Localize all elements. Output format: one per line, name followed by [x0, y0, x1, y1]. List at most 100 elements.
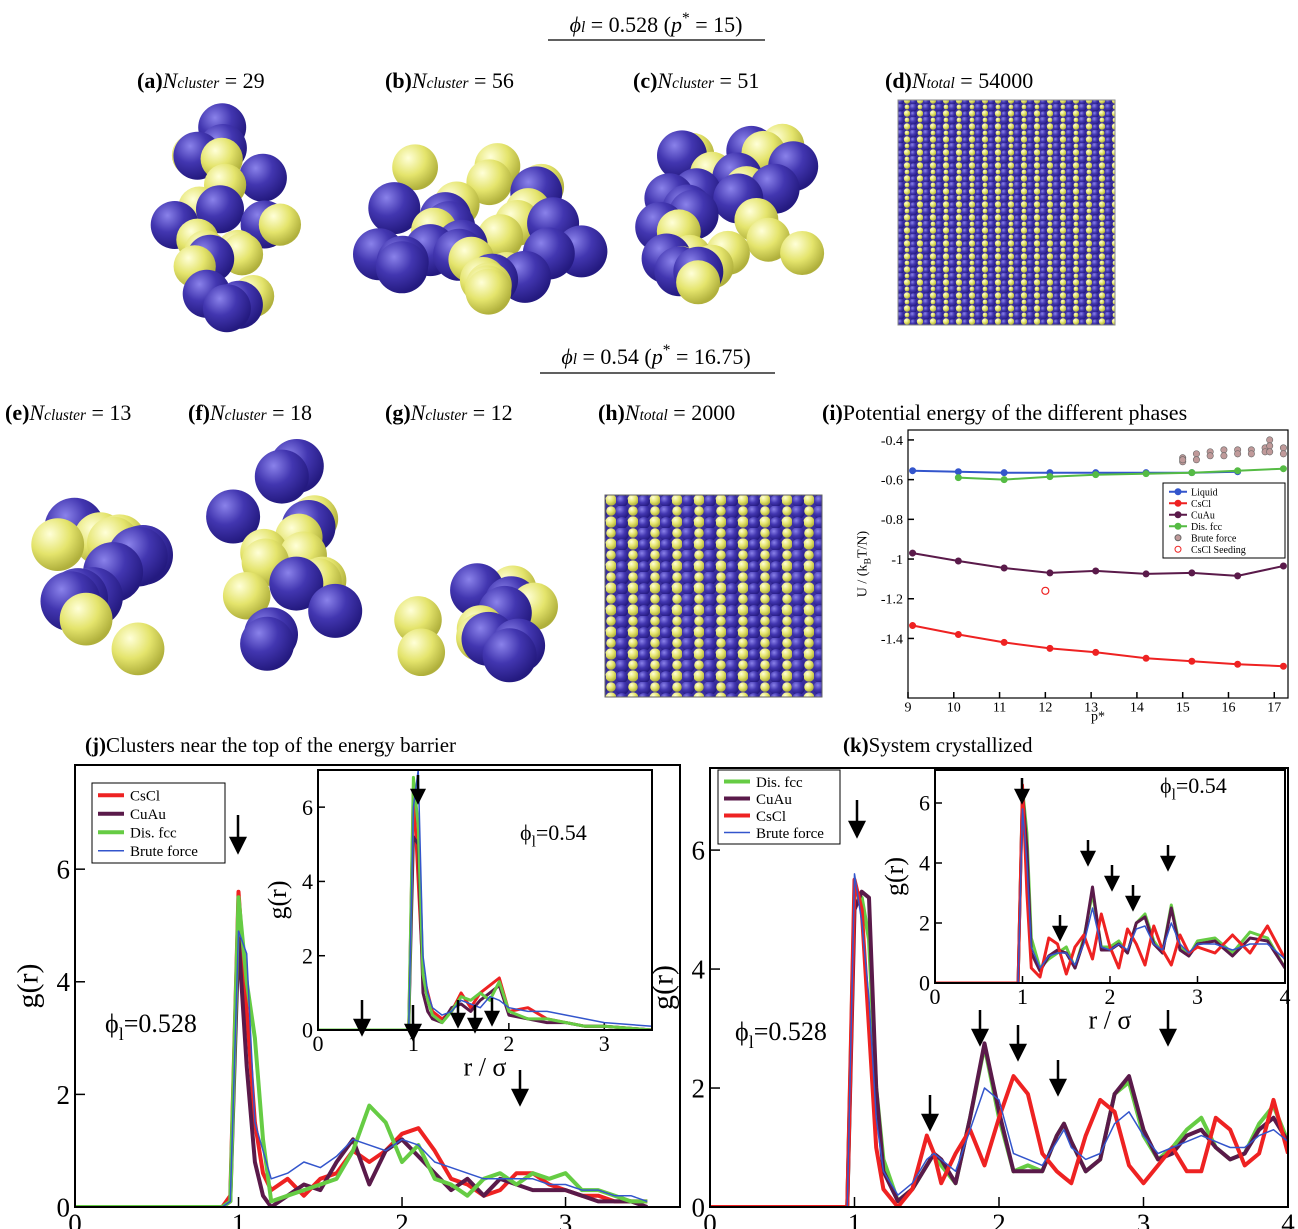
annotation: ϕl=0.528 [735, 1017, 827, 1052]
y-tick-label: 6 [302, 795, 313, 820]
data-point [1279, 662, 1287, 670]
y-tick-label: 0 [692, 1192, 706, 1222]
section-title-part: ϕ [570, 12, 581, 37]
x-tick-label: 2 [1105, 984, 1116, 1009]
legend-marker [1174, 534, 1182, 542]
particle [111, 622, 165, 676]
y-axis-label: g(r) [11, 964, 44, 1009]
x-tick-label: 3 [1137, 1209, 1151, 1229]
particle [254, 449, 309, 504]
series-group [318, 770, 652, 1030]
y-tick-label: -0.6 [881, 474, 903, 489]
panel-caption-part: = 56 [468, 68, 513, 93]
legend-label: Brute force [1191, 533, 1237, 544]
annotation-part: ϕ [105, 1009, 119, 1038]
x-tick-label: 1 [848, 1209, 862, 1229]
y-tick-label: 0 [302, 1018, 313, 1043]
y-tick-label: 0 [57, 1192, 71, 1222]
particle [240, 616, 295, 671]
annotation-part: =0.54 [1176, 773, 1227, 798]
data-point [954, 474, 962, 482]
data-point [1266, 448, 1274, 456]
chart: 0 1 2 3 4 0 2 4 6 r / σ g(r) ϕl=0.54 [880, 769, 1291, 1034]
data-point [1279, 465, 1287, 473]
legend-label: Liquid [1191, 487, 1218, 498]
y-axis-label-part: T/N) [855, 530, 870, 558]
panel-caption: (f)Ncluster = 18 [188, 400, 312, 425]
x-tick-label: 17 [1267, 700, 1281, 715]
y-tick-label: -1 [891, 553, 903, 568]
data-point [909, 622, 917, 630]
series-group [75, 889, 648, 1207]
y-axis-label: U / (kBT/N) [855, 530, 873, 597]
x-tick-label: 1 [408, 1031, 419, 1056]
data-point [909, 549, 917, 557]
particle [59, 592, 113, 646]
data-point [1046, 644, 1054, 652]
data-point [1000, 469, 1008, 477]
data-point [1234, 450, 1242, 458]
section-title-part: l [573, 351, 577, 368]
legend-label: CuAu [1191, 510, 1215, 521]
plot-frame [317, 769, 653, 1031]
annotation: ϕl=0.54 [520, 820, 587, 851]
data-point [1188, 569, 1196, 577]
series-line [935, 786, 1285, 983]
panel-caption-part: (d) [885, 68, 912, 93]
particle [746, 217, 791, 262]
panel-caption-part: cluster [225, 407, 268, 424]
x-axis-label: r / σ [464, 1052, 507, 1081]
panel-caption-part: = 13 [86, 400, 131, 425]
data-point [909, 467, 917, 475]
data-point [1142, 570, 1150, 578]
data-point [1220, 446, 1228, 454]
data-point [1234, 572, 1242, 580]
section-title-part: = 15) [690, 12, 743, 37]
particle [222, 571, 271, 620]
x-tick-label: 14 [1130, 700, 1144, 715]
y-tick-label: 2 [919, 911, 930, 936]
panel-caption-part: total [640, 407, 668, 424]
y-tick-label: 4 [919, 851, 930, 876]
legend-label: CsCl Seeding [1191, 545, 1246, 556]
section-title-part: ϕ [561, 344, 572, 369]
annotation-part: =0.528 [754, 1017, 827, 1046]
data-point [1092, 567, 1100, 575]
chart-title-part: Clusters near the top of the energy barr… [106, 733, 456, 757]
data-point [1188, 657, 1196, 665]
y-axis-label-part: g(r) [880, 857, 909, 896]
y-tick-label: 4 [57, 967, 71, 997]
chart-title-part: (k) [843, 733, 869, 757]
panel-caption-part: N [656, 68, 673, 93]
legend-marker [1174, 499, 1182, 507]
legend-marker [1174, 511, 1182, 519]
panel-caption: (e)Ncluster = 13 [5, 400, 131, 425]
annotation-part: ϕ [520, 820, 532, 845]
series-line [710, 873, 1288, 1207]
x-tick-label: 12 [1038, 700, 1052, 715]
legend-box [1162, 482, 1286, 559]
y-tick-label: 2 [57, 1080, 71, 1110]
x-tick-label: 0 [313, 1031, 324, 1056]
particle [466, 159, 513, 206]
chart-title-part: (i) [822, 400, 843, 425]
series-line [958, 467, 1284, 481]
annotation-part: =0.54 [536, 820, 587, 845]
particle [206, 489, 261, 544]
panel-caption-part: N [624, 400, 641, 425]
chart-title-part: Potential energy of the different phases [843, 400, 1187, 425]
peak-arrows [228, 775, 1178, 1132]
particle [368, 182, 421, 235]
chart-title: (k)System crystallized [843, 733, 1033, 757]
y-tick-label: -0.8 [881, 513, 903, 528]
panel-caption-part: cluster [672, 75, 715, 92]
annotation-part: l [532, 834, 536, 851]
annotation-part: ϕ [735, 1017, 749, 1046]
y-tick-label: 4 [302, 869, 313, 894]
panel-caption-part: N [162, 68, 179, 93]
data-point [1046, 473, 1054, 481]
panel-caption: (g)Ncluster = 12 [385, 400, 513, 425]
series-group [909, 436, 1287, 670]
y-axis-label-part: g(r) [263, 881, 292, 920]
x-tick-label: 13 [1084, 700, 1098, 715]
